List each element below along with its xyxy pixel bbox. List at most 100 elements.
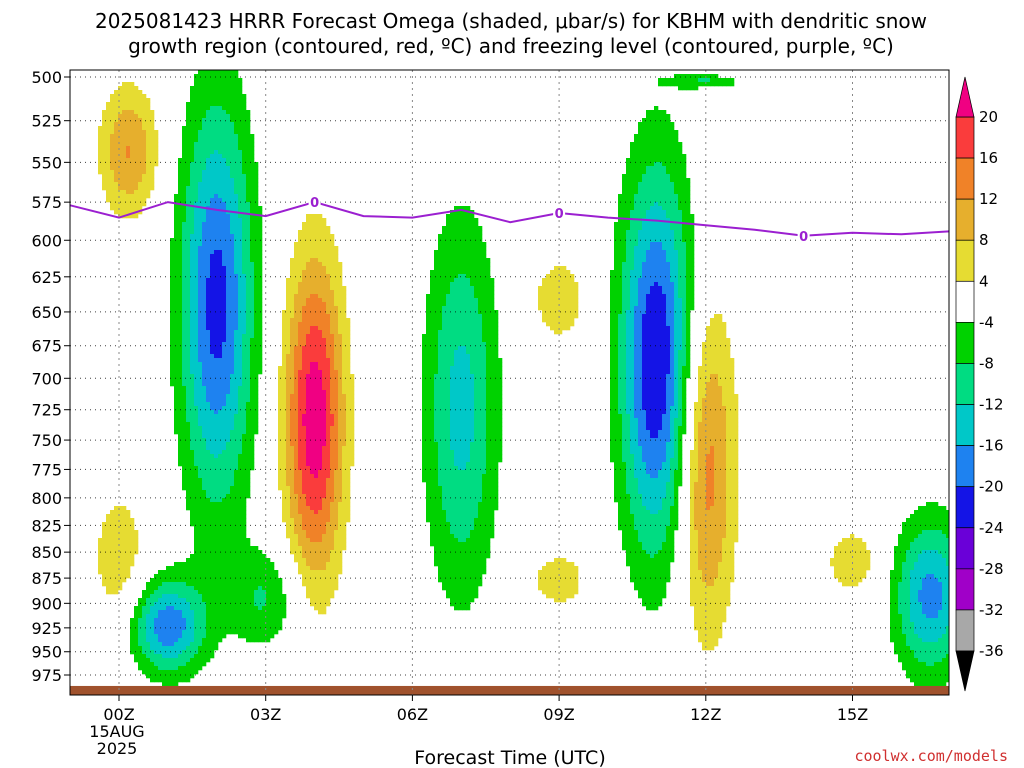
omega-cell — [118, 106, 123, 111]
omega-cell — [674, 186, 679, 191]
omega-cell — [642, 378, 647, 383]
omega-cell — [186, 110, 191, 115]
omega-cell — [610, 310, 615, 315]
omega-cell — [298, 298, 303, 303]
omega-cell — [322, 262, 327, 267]
omega-cell — [234, 138, 239, 143]
omega-cell — [126, 146, 131, 151]
omega-cell — [210, 150, 215, 155]
omega-cell — [290, 330, 295, 335]
omega-cell — [642, 118, 647, 123]
omega-cell — [174, 310, 179, 315]
omega-cell — [254, 386, 259, 391]
omega-cell — [110, 150, 115, 155]
omega-cell — [174, 246, 179, 251]
omega-cell — [630, 238, 635, 243]
omega-cell — [478, 338, 483, 343]
omega-cell — [214, 154, 219, 159]
omega-cell — [306, 302, 311, 307]
omega-cell — [626, 330, 631, 335]
omega-cell — [170, 342, 175, 347]
omega-cell — [322, 326, 327, 331]
omega-cell — [106, 158, 111, 163]
omega-cell — [254, 330, 259, 335]
omega-cell — [642, 282, 647, 287]
omega-cell — [450, 286, 455, 291]
omega-cell — [642, 170, 647, 175]
omega-cell — [666, 270, 671, 275]
omega-cell — [218, 118, 223, 123]
omega-cell — [470, 354, 475, 359]
omega-cell — [218, 202, 223, 207]
omega-cell — [234, 202, 239, 207]
omega-cell — [258, 318, 263, 323]
omega-cell — [474, 254, 479, 259]
omega-cell — [658, 386, 663, 391]
omega-cell — [210, 250, 215, 255]
omega-cell — [446, 250, 451, 255]
omega-cell — [478, 286, 483, 291]
omega-cell — [714, 390, 719, 395]
omega-cell — [98, 146, 103, 151]
omega-cell — [462, 274, 467, 279]
omega-cell — [226, 110, 231, 115]
omega-cell — [206, 166, 211, 171]
omega-cell — [310, 350, 315, 355]
omega-cell — [282, 334, 287, 339]
omega-cell — [98, 138, 103, 143]
omega-cell — [150, 162, 155, 167]
omega-cell — [326, 270, 331, 275]
omega-cell — [246, 178, 251, 183]
omega-cell — [302, 258, 307, 263]
omega-cell — [214, 294, 219, 299]
omega-cell — [306, 334, 311, 339]
omega-cell — [646, 306, 651, 311]
omega-cell — [710, 74, 715, 79]
omega-cell — [210, 126, 215, 131]
omega-cell — [706, 346, 711, 351]
omega-cell — [470, 214, 475, 219]
omega-cell — [286, 334, 291, 339]
omega-cell — [174, 322, 179, 327]
omega-cell — [630, 386, 635, 391]
omega-cell — [662, 190, 667, 195]
omega-cell — [650, 126, 655, 131]
omega-cell — [202, 102, 207, 107]
omega-cell — [706, 342, 711, 347]
omega-cell — [286, 362, 291, 367]
omega-cell — [678, 254, 683, 259]
omega-cell — [190, 270, 195, 275]
omega-cell — [110, 102, 115, 107]
omega-cell — [294, 298, 299, 303]
omega-cell — [118, 214, 123, 219]
omega-cell — [338, 362, 343, 367]
omega-cell — [118, 138, 123, 143]
omega-cell — [258, 274, 263, 279]
omega-cell — [450, 386, 455, 391]
omega-cell — [670, 298, 675, 303]
omega-cell — [446, 342, 451, 347]
omega-cell — [434, 262, 439, 267]
omega-cell — [678, 274, 683, 279]
omega-cell — [206, 382, 211, 387]
omega-cell — [238, 270, 243, 275]
omega-cell — [686, 342, 691, 347]
omega-cell — [654, 258, 659, 263]
omega-cell — [634, 198, 639, 203]
omega-cell — [238, 286, 243, 291]
omega-cell — [330, 254, 335, 259]
omega-cell — [482, 266, 487, 271]
omega-cell — [658, 306, 663, 311]
omega-cell — [554, 302, 559, 307]
omega-cell — [666, 114, 671, 119]
omega-cell — [542, 290, 547, 295]
omega-cell — [278, 378, 283, 383]
omega-cell — [682, 326, 687, 331]
omega-cell — [182, 254, 187, 259]
omega-cell — [318, 302, 323, 307]
omega-cell — [110, 186, 115, 191]
omega-cell — [678, 338, 683, 343]
omega-cell — [334, 362, 339, 367]
omega-cell — [614, 302, 619, 307]
omega-cell — [126, 162, 131, 167]
